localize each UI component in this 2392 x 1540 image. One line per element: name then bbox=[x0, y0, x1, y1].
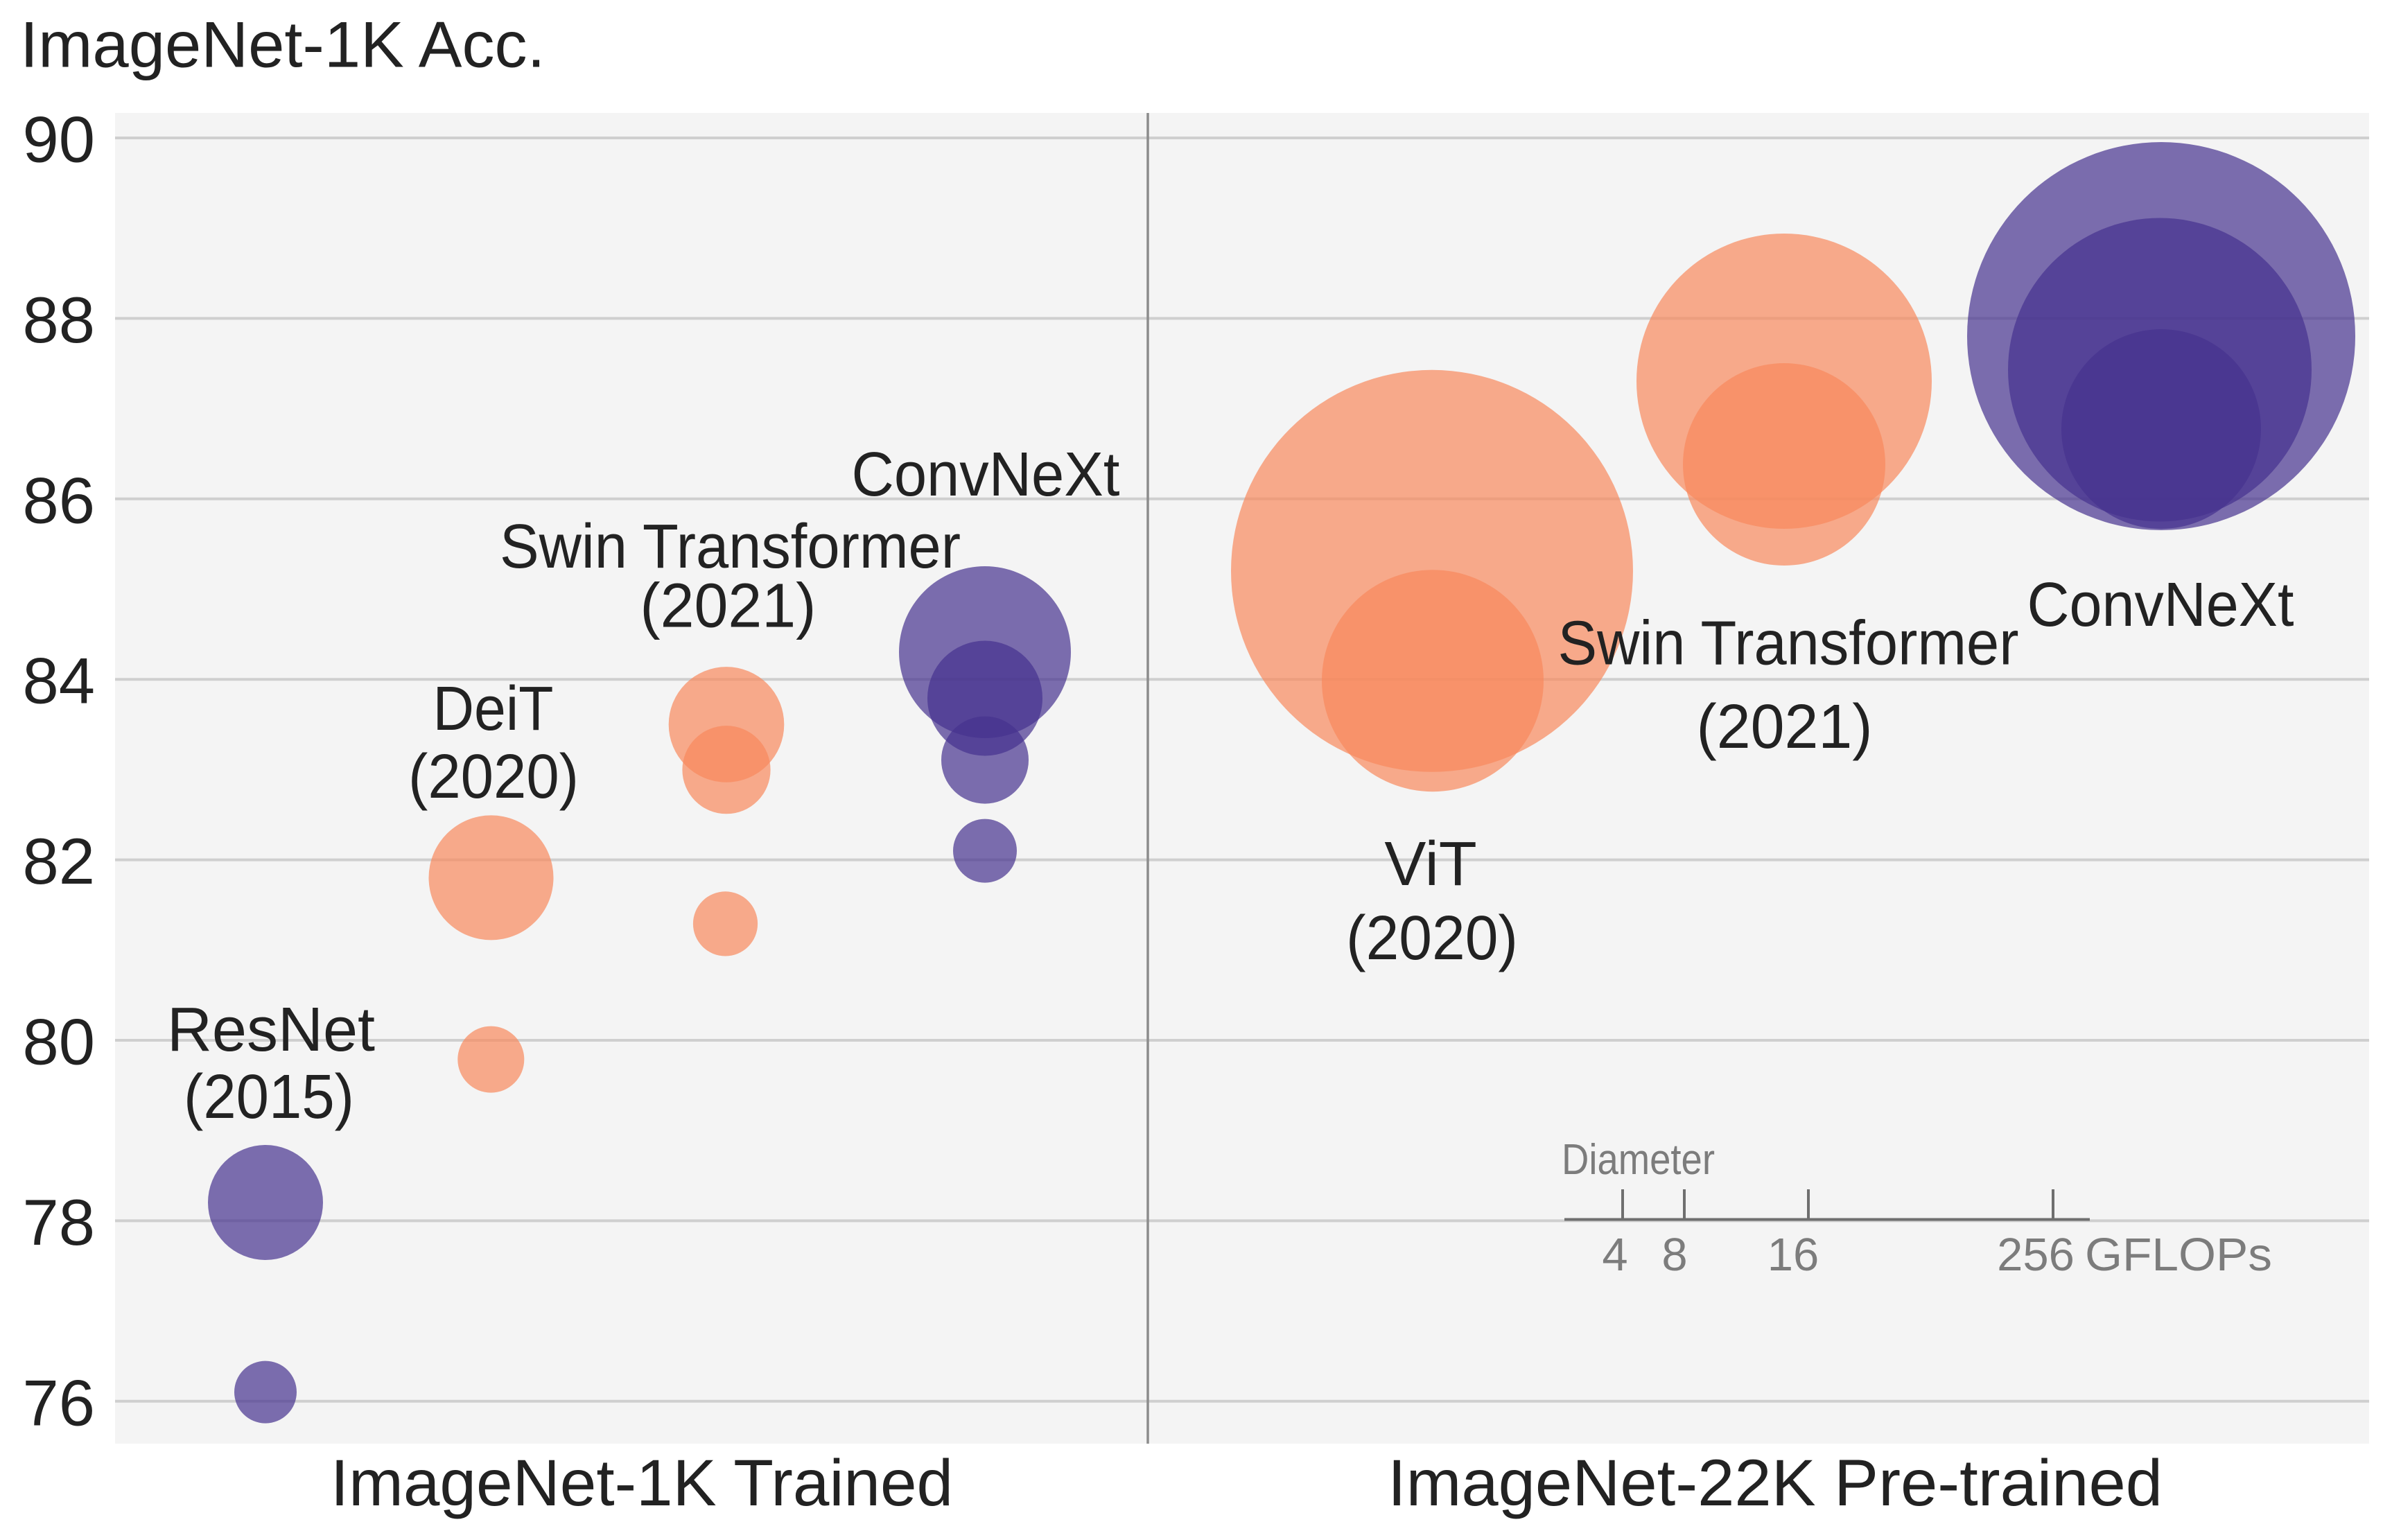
svg-text:86: 86 bbox=[22, 464, 95, 536]
svg-text:80: 80 bbox=[22, 1006, 95, 1078]
svg-text:8: 8 bbox=[1661, 1229, 1687, 1281]
svg-text:256: 256 bbox=[1997, 1229, 2075, 1281]
svg-text:ImageNet-1K Trained: ImageNet-1K Trained bbox=[331, 1446, 953, 1520]
svg-text:4: 4 bbox=[1602, 1229, 1627, 1281]
svg-text:DeiT: DeiT bbox=[433, 674, 554, 744]
svg-text:(2020): (2020) bbox=[408, 742, 579, 812]
svg-text:(2021): (2021) bbox=[1697, 692, 1873, 762]
svg-text:88: 88 bbox=[22, 283, 95, 356]
svg-text:ViT: ViT bbox=[1384, 830, 1476, 899]
svg-text:GFLOPs: GFLOPs bbox=[2085, 1229, 2272, 1281]
svg-text:90: 90 bbox=[22, 103, 95, 176]
svg-text:Swin Transformer: Swin Transformer bbox=[500, 512, 961, 581]
svg-text:16: 16 bbox=[1767, 1229, 1819, 1281]
svg-text:76: 76 bbox=[22, 1366, 95, 1439]
svg-text:(2015): (2015) bbox=[184, 1062, 354, 1132]
svg-text:(2021): (2021) bbox=[640, 572, 816, 641]
svg-text:ImageNet-22K Pre-trained: ImageNet-22K Pre-trained bbox=[1388, 1446, 2163, 1520]
svg-text:Swin Transformer: Swin Transformer bbox=[1558, 609, 2019, 679]
svg-text:Diameter: Diameter bbox=[1562, 1136, 1715, 1184]
svg-text:ConvNeXt: ConvNeXt bbox=[852, 440, 1120, 509]
svg-text:ConvNeXt: ConvNeXt bbox=[2027, 570, 2294, 640]
svg-text:ImageNet-1K Acc.: ImageNet-1K Acc. bbox=[20, 8, 545, 81]
svg-text:ResNet: ResNet bbox=[167, 995, 375, 1065]
svg-text:78: 78 bbox=[22, 1186, 95, 1259]
svg-text:(2020): (2020) bbox=[1346, 904, 1518, 973]
svg-text:84: 84 bbox=[22, 645, 95, 717]
svg-text:82: 82 bbox=[22, 825, 95, 898]
